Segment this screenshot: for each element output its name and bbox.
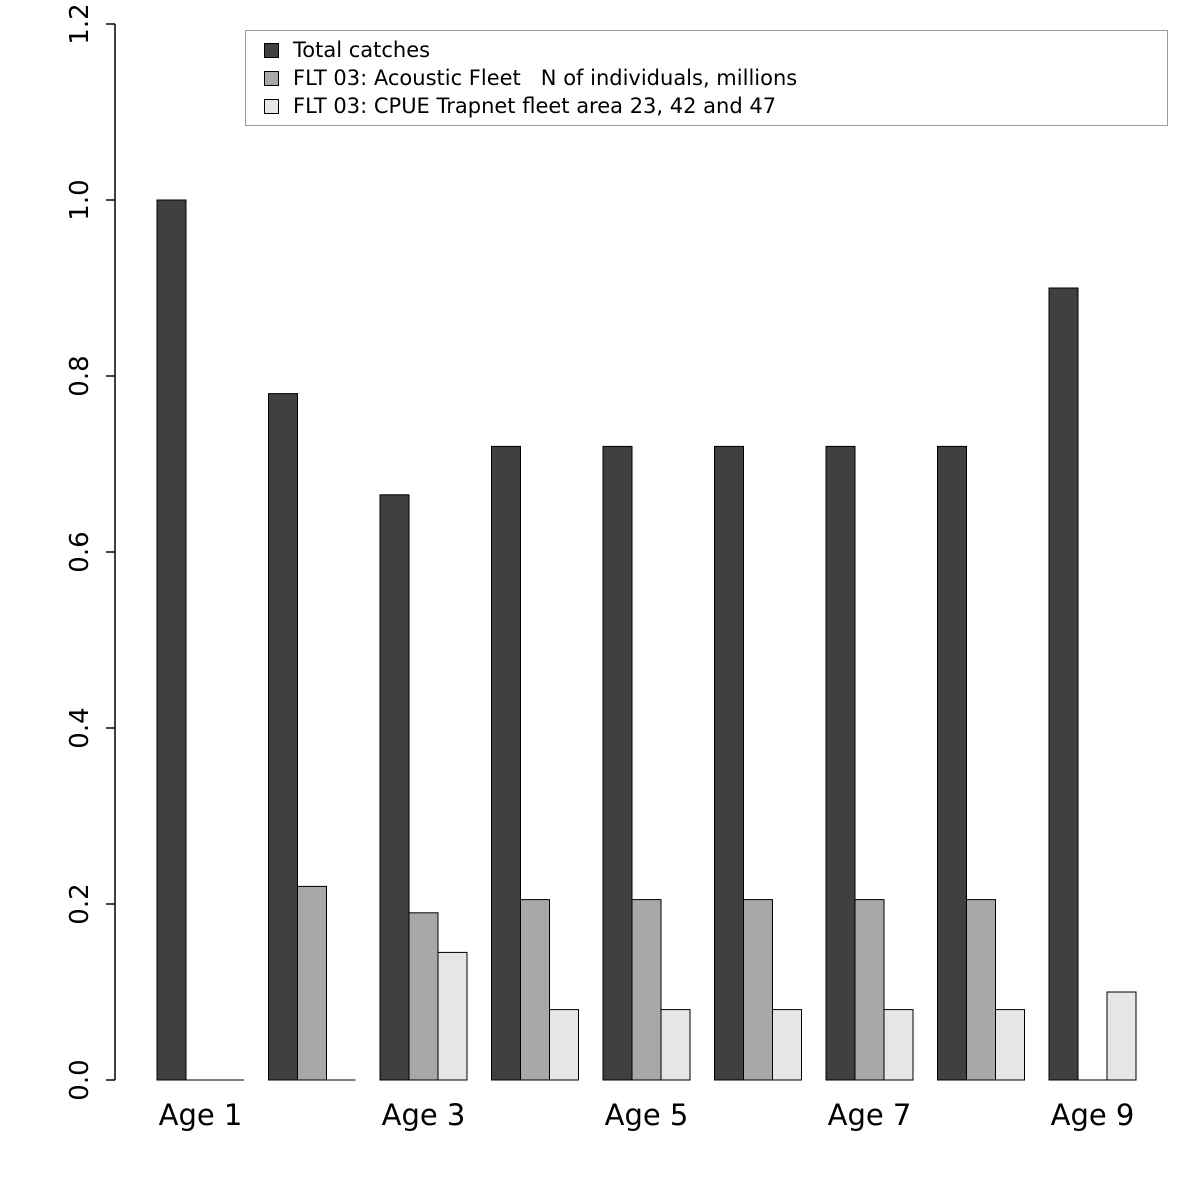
bar: [1106, 991, 1137, 1081]
y-tick-label: 1.0: [65, 179, 95, 220]
legend-item-cpue-trapnet: FLT 03: CPUE Trapnet fleet area 23, 42 a…: [264, 94, 1167, 118]
y-tick-label: 0.0: [65, 1059, 95, 1100]
bar: [995, 1009, 1025, 1081]
bar: [379, 494, 410, 1081]
bar: [937, 445, 967, 1081]
legend-item-acoustic-fleet: FLT 03: Acoustic Fleet N of individuals,…: [264, 66, 1167, 90]
legend-label: FLT 03: Acoustic Fleet N of individuals,…: [293, 65, 798, 90]
bar: [520, 899, 550, 1081]
x-tick-label: Age 1: [159, 1098, 243, 1132]
legend: Total catches FLT 03: Acoustic Fleet N o…: [245, 30, 1168, 126]
y-tick-label: 1.2: [65, 3, 95, 44]
legend-swatch-medium: [264, 70, 279, 86]
y-tick-label: 0.2: [65, 883, 95, 924]
bar: [660, 1009, 691, 1081]
bar: [966, 899, 996, 1081]
bar: [437, 951, 468, 1081]
y-tick-label: 0.8: [65, 355, 95, 396]
bar: [268, 393, 298, 1081]
x-tick-label: Age 5: [605, 1098, 689, 1132]
bar: [491, 445, 521, 1081]
legend-swatch-light: [264, 98, 279, 114]
bar: [883, 1009, 914, 1081]
bar: [297, 885, 327, 1081]
y-tick-label: 0.4: [65, 707, 95, 748]
bar: [602, 445, 633, 1081]
bar: [408, 912, 439, 1081]
bar: [825, 445, 856, 1081]
bar: [631, 899, 662, 1081]
bar: [549, 1009, 579, 1081]
legend-item-total-catches: Total catches: [264, 38, 1167, 62]
x-tick-label: Age 9: [1051, 1098, 1135, 1132]
bar: [772, 1009, 802, 1081]
legend-swatch-dark: [264, 42, 279, 58]
bar: [854, 899, 885, 1081]
y-tick-label: 0.6: [65, 531, 95, 572]
bar: [743, 899, 773, 1081]
bar: [156, 199, 187, 1081]
bar: [714, 445, 744, 1081]
bar: [1048, 287, 1079, 1081]
x-tick-label: Age 7: [828, 1098, 912, 1132]
legend-label: Total catches: [293, 37, 431, 62]
x-tick-label: Age 3: [382, 1098, 466, 1132]
legend-label: FLT 03: CPUE Trapnet fleet area 23, 42 a…: [293, 93, 777, 118]
